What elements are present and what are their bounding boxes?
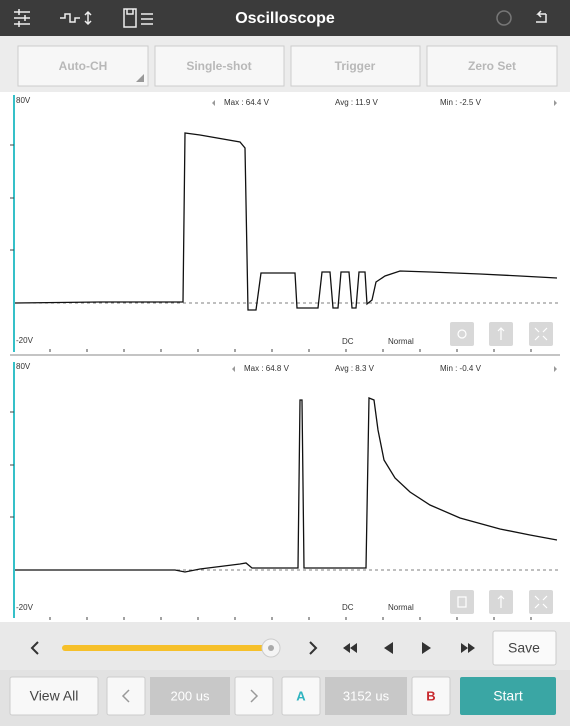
avg: Avg : 8.3 V xyxy=(335,364,375,373)
ticks xyxy=(10,411,532,620)
start-button[interactable] xyxy=(460,677,556,715)
avg: Avg : 11.9 V xyxy=(335,98,379,107)
button[interactable] xyxy=(154,45,285,87)
mode: Normal xyxy=(388,603,414,612)
cursor-field xyxy=(325,677,407,715)
top-bar xyxy=(0,0,570,36)
save-button[interactable] xyxy=(492,630,557,666)
icon-button[interactable] xyxy=(529,322,553,346)
slider-track[interactable] xyxy=(62,645,272,651)
rewind-button[interactable] xyxy=(343,643,357,653)
corner xyxy=(136,74,144,82)
knob-dot xyxy=(268,645,274,651)
next-button[interactable] xyxy=(309,641,318,655)
title: Oscilloscope xyxy=(235,10,335,27)
cursor-a-button[interactable] xyxy=(281,676,321,716)
time-field xyxy=(150,677,230,715)
waveform xyxy=(15,397,558,573)
max: Max : 64.4 V xyxy=(224,98,270,107)
coupling: DC xyxy=(342,603,354,612)
channel-panel: 80V -20V Max : 64.4 V Avg : 11.9 V Min :… xyxy=(10,95,560,356)
button-label[interactable]: Single-shot xyxy=(186,59,251,73)
channel-panel: 80V -20V Max : 64.8 V Avg : 8.3 V Min : … xyxy=(10,362,558,620)
max: Max : 64.8 V xyxy=(244,364,290,373)
prev-button[interactable] xyxy=(30,641,39,655)
cursor-b-button[interactable] xyxy=(411,676,451,716)
cursor-a-label[interactable]: A xyxy=(296,688,306,703)
button-label[interactable]: Trigger xyxy=(335,59,376,73)
time-down-button[interactable] xyxy=(106,676,146,716)
toolbar-icons xyxy=(14,8,547,28)
fast-forward-button[interactable] xyxy=(461,643,475,653)
view-all-label[interactable]: View All xyxy=(30,688,79,704)
time-div: 200 us xyxy=(170,688,210,703)
mode-buttons: Auto-CH Single-shot Trigger Zero Set xyxy=(17,45,558,87)
button-label[interactable]: Auto-CH xyxy=(59,59,108,73)
step-forward-button[interactable] xyxy=(422,642,431,654)
icon-button[interactable] xyxy=(529,590,553,614)
min: Min : -2.5 V xyxy=(440,98,482,107)
chevron xyxy=(250,689,259,703)
ticks xyxy=(10,144,532,352)
cursor-b-label[interactable]: B xyxy=(426,688,435,703)
bottom-label: -20V xyxy=(16,336,34,345)
top-label: 80V xyxy=(16,96,31,105)
view-all-button[interactable] xyxy=(9,676,99,716)
cursor-position: 3152 us xyxy=(343,688,390,703)
bottom-label: -20V xyxy=(16,603,34,612)
chevron xyxy=(121,689,130,703)
icon-button[interactable] xyxy=(450,590,474,614)
start-label[interactable]: Start xyxy=(493,688,523,704)
button[interactable] xyxy=(290,45,421,87)
button[interactable] xyxy=(17,45,149,87)
icon-button[interactable] xyxy=(450,322,474,346)
button-label[interactable]: Zero Set xyxy=(468,59,516,73)
button[interactable] xyxy=(426,45,558,87)
coupling: DC xyxy=(342,337,354,346)
mode: Normal xyxy=(388,337,414,346)
time-up-button[interactable] xyxy=(234,676,274,716)
top-label: 80V xyxy=(16,362,31,371)
save-label[interactable]: Save xyxy=(508,640,540,656)
waveform xyxy=(14,132,558,311)
min: Min : -0.4 V xyxy=(440,364,482,373)
step-back-button[interactable] xyxy=(384,642,393,654)
